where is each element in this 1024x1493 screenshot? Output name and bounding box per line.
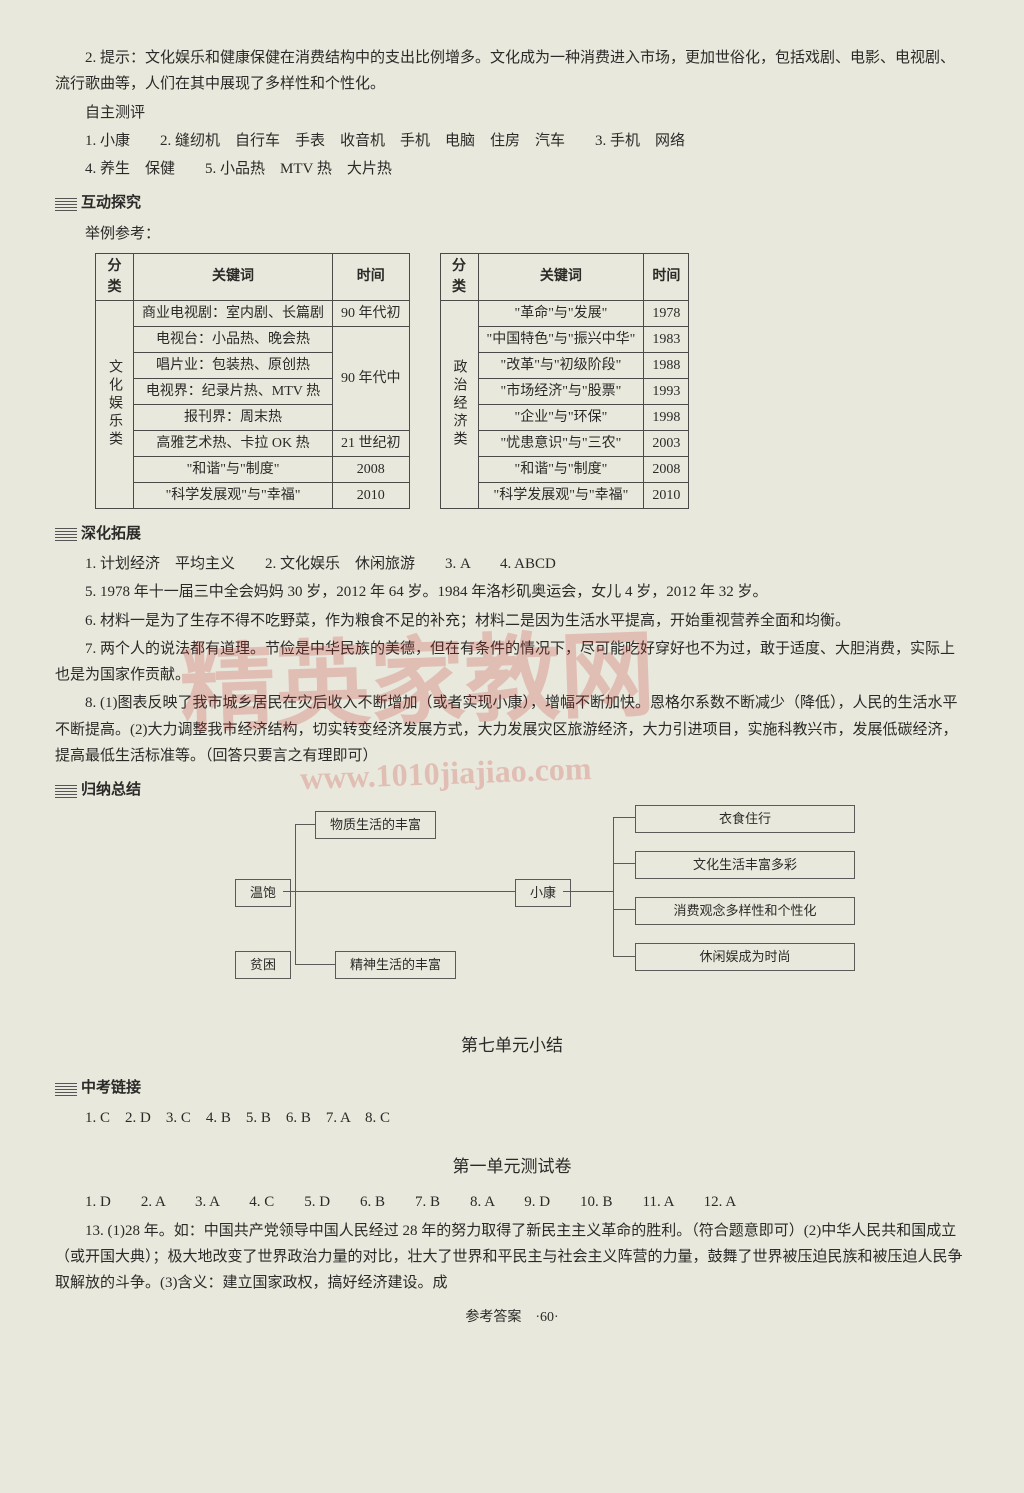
unit1test-p13: 13. (1)28 年。如：中国共产党领导中国人民经过 28 年的努力取得了新民…	[55, 1218, 969, 1297]
diagram-box-r2: 文化生活丰富多彩	[635, 851, 855, 879]
t2-r2-tm: 1988	[644, 352, 689, 378]
t2-r1-tm: 1983	[644, 326, 689, 352]
diagram-line	[295, 891, 296, 964]
deepen-p1: 1. 计划经济 平均主义 2. 文化娱乐 休闲旅游 3. A 4. ABCD	[55, 551, 969, 577]
page-footer: 参考答案 ·60·	[55, 1306, 969, 1331]
t2-h0: 分类	[440, 253, 478, 300]
t1-h1: 关键词	[134, 253, 333, 300]
t1-r3-kw: 电视界：纪录片热、MTV 热	[134, 378, 333, 404]
t2-r4-kw: "企业"与"环保"	[478, 404, 644, 430]
top-para-2: 1. 小康 2. 缝纫机 自行车 手表 收音机 手机 电脑 住房 汽车 3. 手…	[55, 128, 969, 154]
diagram-box-r3: 消费观念多样性和个性化	[635, 897, 855, 925]
unit1test-answers: 1. D 2. A 3. A 4. C 5. D 6. B 7. B 8. A …	[55, 1189, 969, 1215]
t1-category: 文化娱乐类	[96, 300, 134, 508]
table-culture: 分类 关键词 时间 文化娱乐类 商业电视剧：室内剧、长篇剧 90 年代初 电视台…	[95, 253, 410, 509]
t1-h0: 分类	[96, 253, 134, 300]
diagram-box-pinkun: 贫困	[235, 951, 291, 979]
t2-r4-tm: 1998	[644, 404, 689, 430]
diagram-line	[563, 891, 613, 892]
t2-r2-kw: "改革"与"初级阶段"	[478, 352, 644, 378]
t2-r1-kw: "中国特色"与"振兴中华"	[478, 326, 644, 352]
diagram-box-r1: 衣食住行	[635, 805, 855, 833]
hatch-icon	[55, 784, 77, 798]
diagram-box-xiaokang: 小康	[515, 879, 571, 907]
interactive-label: 互动探究	[81, 190, 141, 216]
t2-r0-kw: "革命"与"发展"	[478, 300, 644, 326]
deepen-p2: 5. 1978 年十一届三中全会妈妈 30 岁，2012 年 64 岁。1984…	[55, 579, 969, 605]
diagram-box-material: 物质生活的丰富	[315, 811, 436, 839]
t1-r6-kw: "和谐"与"制度"	[134, 456, 333, 482]
unit7-answers: 1. C 2. D 3. C 4. B 5. B 6. B 7. A 8. C	[55, 1105, 969, 1131]
diagram-line	[295, 824, 296, 891]
tables-row: 分类 关键词 时间 文化娱乐类 商业电视剧：室内剧、长篇剧 90 年代初 电视台…	[95, 253, 969, 509]
diagram-line	[295, 964, 335, 965]
t2-r7-kw: "科学发展观"与"幸福"	[478, 482, 644, 508]
t2-r5-tm: 2003	[644, 430, 689, 456]
t1-r4-kw: 报刊界：周末热	[134, 404, 333, 430]
t1-r0-kw: 商业电视剧：室内剧、长篇剧	[134, 300, 333, 326]
t2-r0-tm: 1978	[644, 300, 689, 326]
t1-r1-kw: 电视台：小品热、晚会热	[134, 326, 333, 352]
t2-r6-tm: 2008	[644, 456, 689, 482]
t2-h2: 时间	[644, 253, 689, 300]
t1-r7-tm: 2010	[333, 482, 410, 508]
diagram-line	[283, 891, 515, 892]
t1-h2: 时间	[333, 253, 410, 300]
diagram-box-wenbao: 温饱	[235, 879, 291, 907]
zhongkao-label: 中考链接	[81, 1075, 141, 1101]
t1-r5-kw: 高雅艺术热、卡拉 OK 热	[134, 430, 333, 456]
diagram-box-r4: 休闲娱成为时尚	[635, 943, 855, 971]
deepen-p3: 6. 材料一是为了生存不得不吃野菜，作为粮食不足的补充；材料二是因为生活水平提高…	[55, 608, 969, 634]
t1-r6-tm: 2008	[333, 456, 410, 482]
t2-category: 政治经济类	[440, 300, 478, 508]
deepen-p4: 7. 两个人的说法都有道理。节俭是中华民族的美德，但在有条件的情况下，尽可能吃好…	[55, 636, 969, 689]
top-para-3: 4. 养生 保健 5. 小品热 MTV 热 大片热	[55, 156, 969, 182]
top-para-1: 2. 提示：文化娱乐和健康保健在消费结构中的支出比例增多。文化成为一种消费进入市…	[55, 45, 969, 98]
t2-r7-tm: 2010	[644, 482, 689, 508]
deepen-p5: 8. (1)图表反映了我市城乡居民在灾后收入不断增加（或者实现小康），增幅不断加…	[55, 690, 969, 769]
table-politics: 分类 关键词 时间 政治经济类 "革命"与"发展" 1978 "中国特色"与"振…	[440, 253, 690, 509]
diagram-box-spirit: 精神生活的丰富	[335, 951, 456, 979]
hatch-icon	[55, 1082, 77, 1096]
diagram-line	[613, 956, 635, 957]
deepen-label: 深化拓展	[81, 521, 141, 547]
t2-r3-kw: "市场经济"与"股票"	[478, 378, 644, 404]
t2-r3-tm: 1993	[644, 378, 689, 404]
diagram-line	[613, 909, 635, 910]
t1-r0-tm: 90 年代初	[333, 300, 410, 326]
summary-label: 归纳总结	[81, 777, 141, 803]
hatch-icon	[55, 527, 77, 541]
unit1test-heading: 第一单元测试卷	[55, 1152, 969, 1182]
t1-r7-kw: "科学发展观"与"幸福"	[134, 482, 333, 508]
t2-r6-kw: "和谐"与"制度"	[478, 456, 644, 482]
diagram-line	[613, 863, 635, 864]
t1-r3-tm: 90 年代中	[333, 326, 410, 430]
hatch-icon	[55, 197, 77, 211]
diagram-line	[295, 824, 315, 825]
unit7-heading: 第七单元小结	[55, 1031, 969, 1061]
t2-h1: 关键词	[478, 253, 644, 300]
diagram-line	[613, 817, 614, 957]
example-label: 举例参考：	[55, 221, 969, 247]
summary-diagram: 物质生活的丰富 温饱 贫困 精神生活的丰富 小康 衣食住行 文化生活丰富多彩 消…	[175, 811, 969, 1011]
t1-r2-kw: 唱片业：包装热、原创热	[134, 352, 333, 378]
t2-r5-kw: "忧患意识"与"三农"	[478, 430, 644, 456]
t1-r5-tm: 21 世纪初	[333, 430, 410, 456]
diagram-line	[613, 817, 635, 818]
self-test-label: 自主测评	[55, 100, 969, 126]
